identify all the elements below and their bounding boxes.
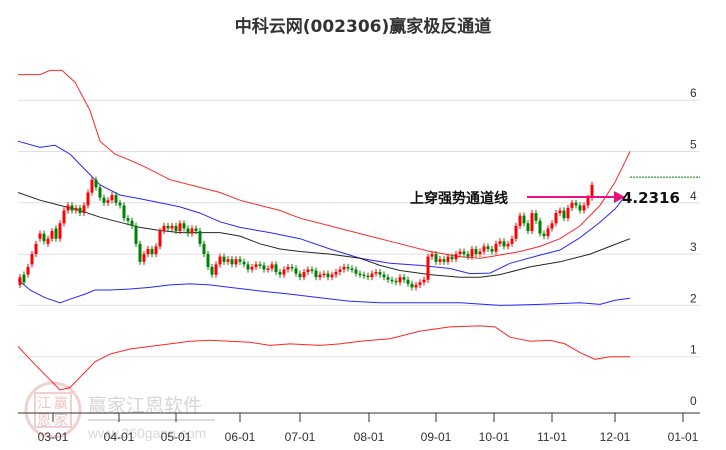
candlesticks <box>18 176 594 291</box>
x-axis: 03-01 04-01 05-01 06-01 07-01 08-01 09-01 10-01… <box>18 412 700 444</box>
svg-text:恩: 恩 <box>37 413 51 429</box>
upper-outer-band-line <box>18 69 631 259</box>
watermark-name: 赢家江恩软件 <box>88 395 202 417</box>
x-tick-label: 03-01 <box>38 430 69 444</box>
chart-title: 中科云网(002306)赢家极反通道 <box>234 17 492 37</box>
price-label: 4.2316 <box>622 189 680 207</box>
x-tick-label: 12-01 <box>600 430 631 444</box>
channel-bands <box>17 69 631 391</box>
y-tick-label: 6 <box>690 86 697 100</box>
lower-outer-band-line <box>17 325 630 391</box>
x-tick-label: 07-01 <box>285 430 316 444</box>
svg-text:赢: 赢 <box>54 395 68 412</box>
arrow-head-icon <box>614 191 625 203</box>
y-axis-ticks: 0 1 2 3 4 5 6 <box>690 86 697 408</box>
x-tick-label: 04-01 <box>104 430 135 444</box>
x-tick-label: 11-01 <box>537 430 567 444</box>
y-tick-label: 4 <box>690 189 697 203</box>
annotation: 上穿强势通道线 4.2316 <box>410 189 680 207</box>
watermark-url: www.360gann.com <box>87 425 206 441</box>
watermark: 江 赢 恩 家 赢家江恩软件 www.360gann.com <box>24 381 215 441</box>
y-tick-label: 0 <box>690 394 697 408</box>
x-tick-label: 06-01 <box>225 430 256 444</box>
lower-inner-band-line <box>17 279 631 306</box>
y-tick-label: 3 <box>690 240 697 254</box>
gridlines <box>18 99 700 358</box>
mid-line-line <box>17 192 631 278</box>
svg-text:家: 家 <box>54 412 68 429</box>
annotation-label: 上穿强势通道线 <box>410 190 508 207</box>
x-tick-label: 08-01 <box>354 430 385 444</box>
x-tick-label: 01-01 <box>668 430 699 444</box>
x-tick-label: 09-01 <box>421 430 452 444</box>
y-tick-label: 5 <box>690 138 697 152</box>
y-tick-label: 2 <box>690 291 697 305</box>
y-tick-label: 1 <box>690 343 697 357</box>
watermark-seal-icon: 江 赢 恩 家 <box>24 381 82 439</box>
svg-text:江: 江 <box>37 396 51 412</box>
x-tick-label: 10-01 <box>479 430 510 444</box>
x-tick-label: 05-01 <box>161 430 192 444</box>
